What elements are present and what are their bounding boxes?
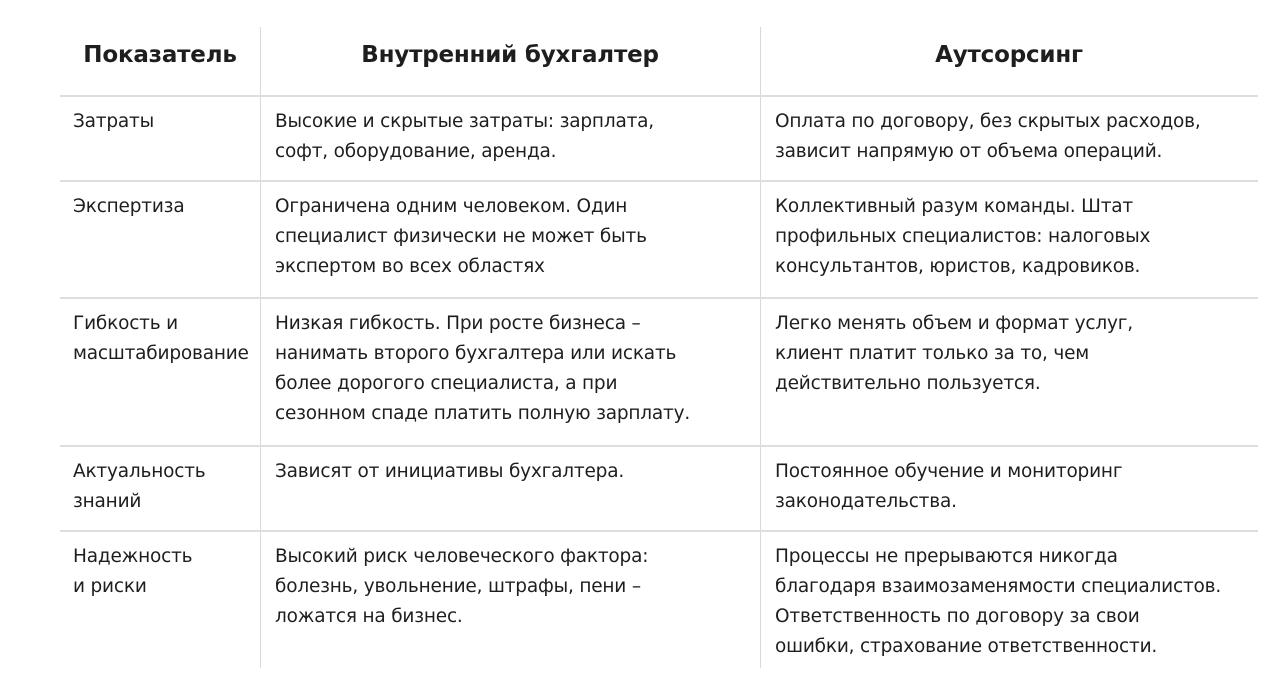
header-indicator: Показатель [83,42,237,68]
cell-line: Низкая гибкость. При росте бизнеса – [275,313,641,334]
row-divider [60,297,1258,299]
cell-line: и риски [73,576,147,597]
cell-line: Ограничена одним человеком. Один [275,196,628,217]
cell-indicator: Надежность и риски [73,542,193,602]
row-divider [60,445,1258,447]
cell-outsourcing: Процессы не прерываются никогда благодаря… [775,542,1221,662]
cell-line: клиент платит только за то, чем [775,343,1090,364]
cell-line: болезнь, увольнение, штрафы, пени – [275,576,641,597]
cell-indicator: Гибкость и масштабирование [73,309,249,369]
cell-line: благодаря взаимозаменямости специалистов… [775,576,1222,597]
cell-line: зависит напрямую от объема операций. [775,141,1163,162]
cell-line: более дорогого специалиста, а при [275,373,618,394]
cell-line: действительно пользуется. [775,373,1041,394]
cell-outsourcing: Постоянное обучение и мониторинг законода… [775,457,1123,517]
column-divider [760,27,761,668]
cell-line: специалист физически не может быть [275,226,647,247]
cell-internal: Высокий риск человеческого фактора: болез… [275,542,648,632]
cell-line: масштабирование [73,343,249,364]
row-divider [60,95,1258,97]
cell-line: знаний [73,491,142,512]
cell-internal: Низкая гибкость. При росте бизнеса – нани… [275,309,690,429]
cell-line: Экспертиза [73,196,185,217]
cell-line: Постоянное обучение и мониторинг [775,461,1123,482]
cell-line: Надежность [73,546,193,567]
column-divider [260,27,261,668]
cell-line: Процессы не прерываются никогда [775,546,1118,567]
cell-line: нанимать второго бухгалтера или искать [275,343,677,364]
cell-line: Гибкость и [73,313,178,334]
cell-line: Зависят от инициативы бухгалтера. [275,461,625,482]
cell-indicator: Затраты [73,107,154,137]
cell-outsourcing: Легко менять объем и формат услуг, клиент… [775,309,1133,399]
cell-outsourcing: Оплата по договору, без скрытых расходов… [775,107,1201,167]
header-internal-accountant: Внутренний бухгалтер [361,42,659,68]
cell-line: Ответственность по договору за свои [775,606,1140,627]
cell-outsourcing: Коллективный разум команды. Штат профильн… [775,192,1150,282]
cell-line: Оплата по договору, без скрытых расходов… [775,111,1201,132]
cell-internal: Зависят от инициативы бухгалтера. [275,457,624,487]
row-divider [60,180,1258,182]
cell-internal: Ограничена одним человеком. Один специали… [275,192,647,282]
header-outsourcing: Аутсорсинг [935,42,1083,68]
cell-line: Актуальность [73,461,206,482]
cell-internal: Высокие и скрытые затраты: зарплата, софт… [275,107,654,167]
cell-line: ложатся на бизнес. [275,606,463,627]
cell-indicator: Актуальность знаний [73,457,206,517]
cell-line: экспертом во всех областях [275,256,545,277]
cell-line: Высокие и скрытые затраты: зарплата, [275,111,654,132]
cell-line: профильных специалистов: налоговых [775,226,1151,247]
cell-line: сезонном спаде платить полную зарплату. [275,403,691,424]
row-divider [60,530,1258,532]
cell-line: консультантов, юристов, кадровиков. [775,256,1141,277]
cell-line: Затраты [73,111,155,132]
cell-line: Высокий риск человеческого фактора: [275,546,649,567]
cell-line: Легко менять объем и формат услуг, [775,313,1133,334]
cell-line: ошибки, страхование ответственности. [775,636,1158,657]
cell-indicator: Экспертиза [73,192,185,222]
cell-line: софт, оборудование, аренда. [275,141,557,162]
cell-line: законодательства. [775,491,957,512]
cell-line: Коллективный разум команды. Штат [775,196,1133,217]
